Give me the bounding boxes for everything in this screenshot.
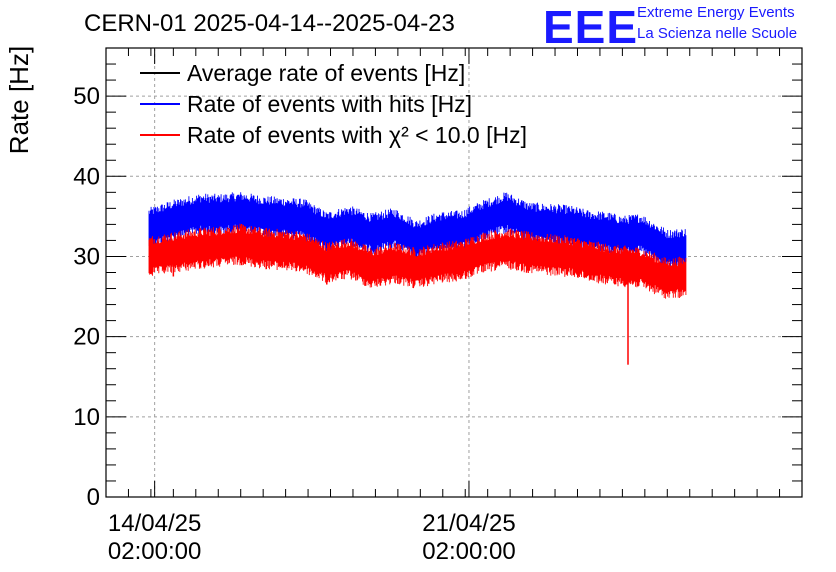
y-tick-label: 50 [73, 83, 100, 110]
x-tick-label-date: 14/04/25 [108, 510, 201, 537]
y-tick-label: 40 [73, 163, 100, 190]
y-tick-label: 10 [73, 404, 100, 431]
y-tick-label: 20 [73, 324, 100, 351]
legend-label: Average rate of events [Hz] [187, 60, 465, 86]
x-tick-label-date: 21/04/25 [422, 510, 515, 537]
x-tick-label-time: 02:00:00 [422, 538, 515, 565]
y-tick-label: 30 [73, 243, 100, 270]
legend-label: Rate of events with χ² < 10.0 [Hz] [187, 122, 527, 148]
y-axis-label: Rate [Hz] [4, 46, 34, 154]
legend-label: Rate of events with hits [Hz] [187, 91, 472, 117]
x-tick-label-time: 02:00:00 [108, 538, 201, 565]
y-tick-label: 0 [87, 484, 100, 511]
rate-chart: 0102030405014/04/2502:00:0021/04/2502:00… [0, 0, 836, 572]
